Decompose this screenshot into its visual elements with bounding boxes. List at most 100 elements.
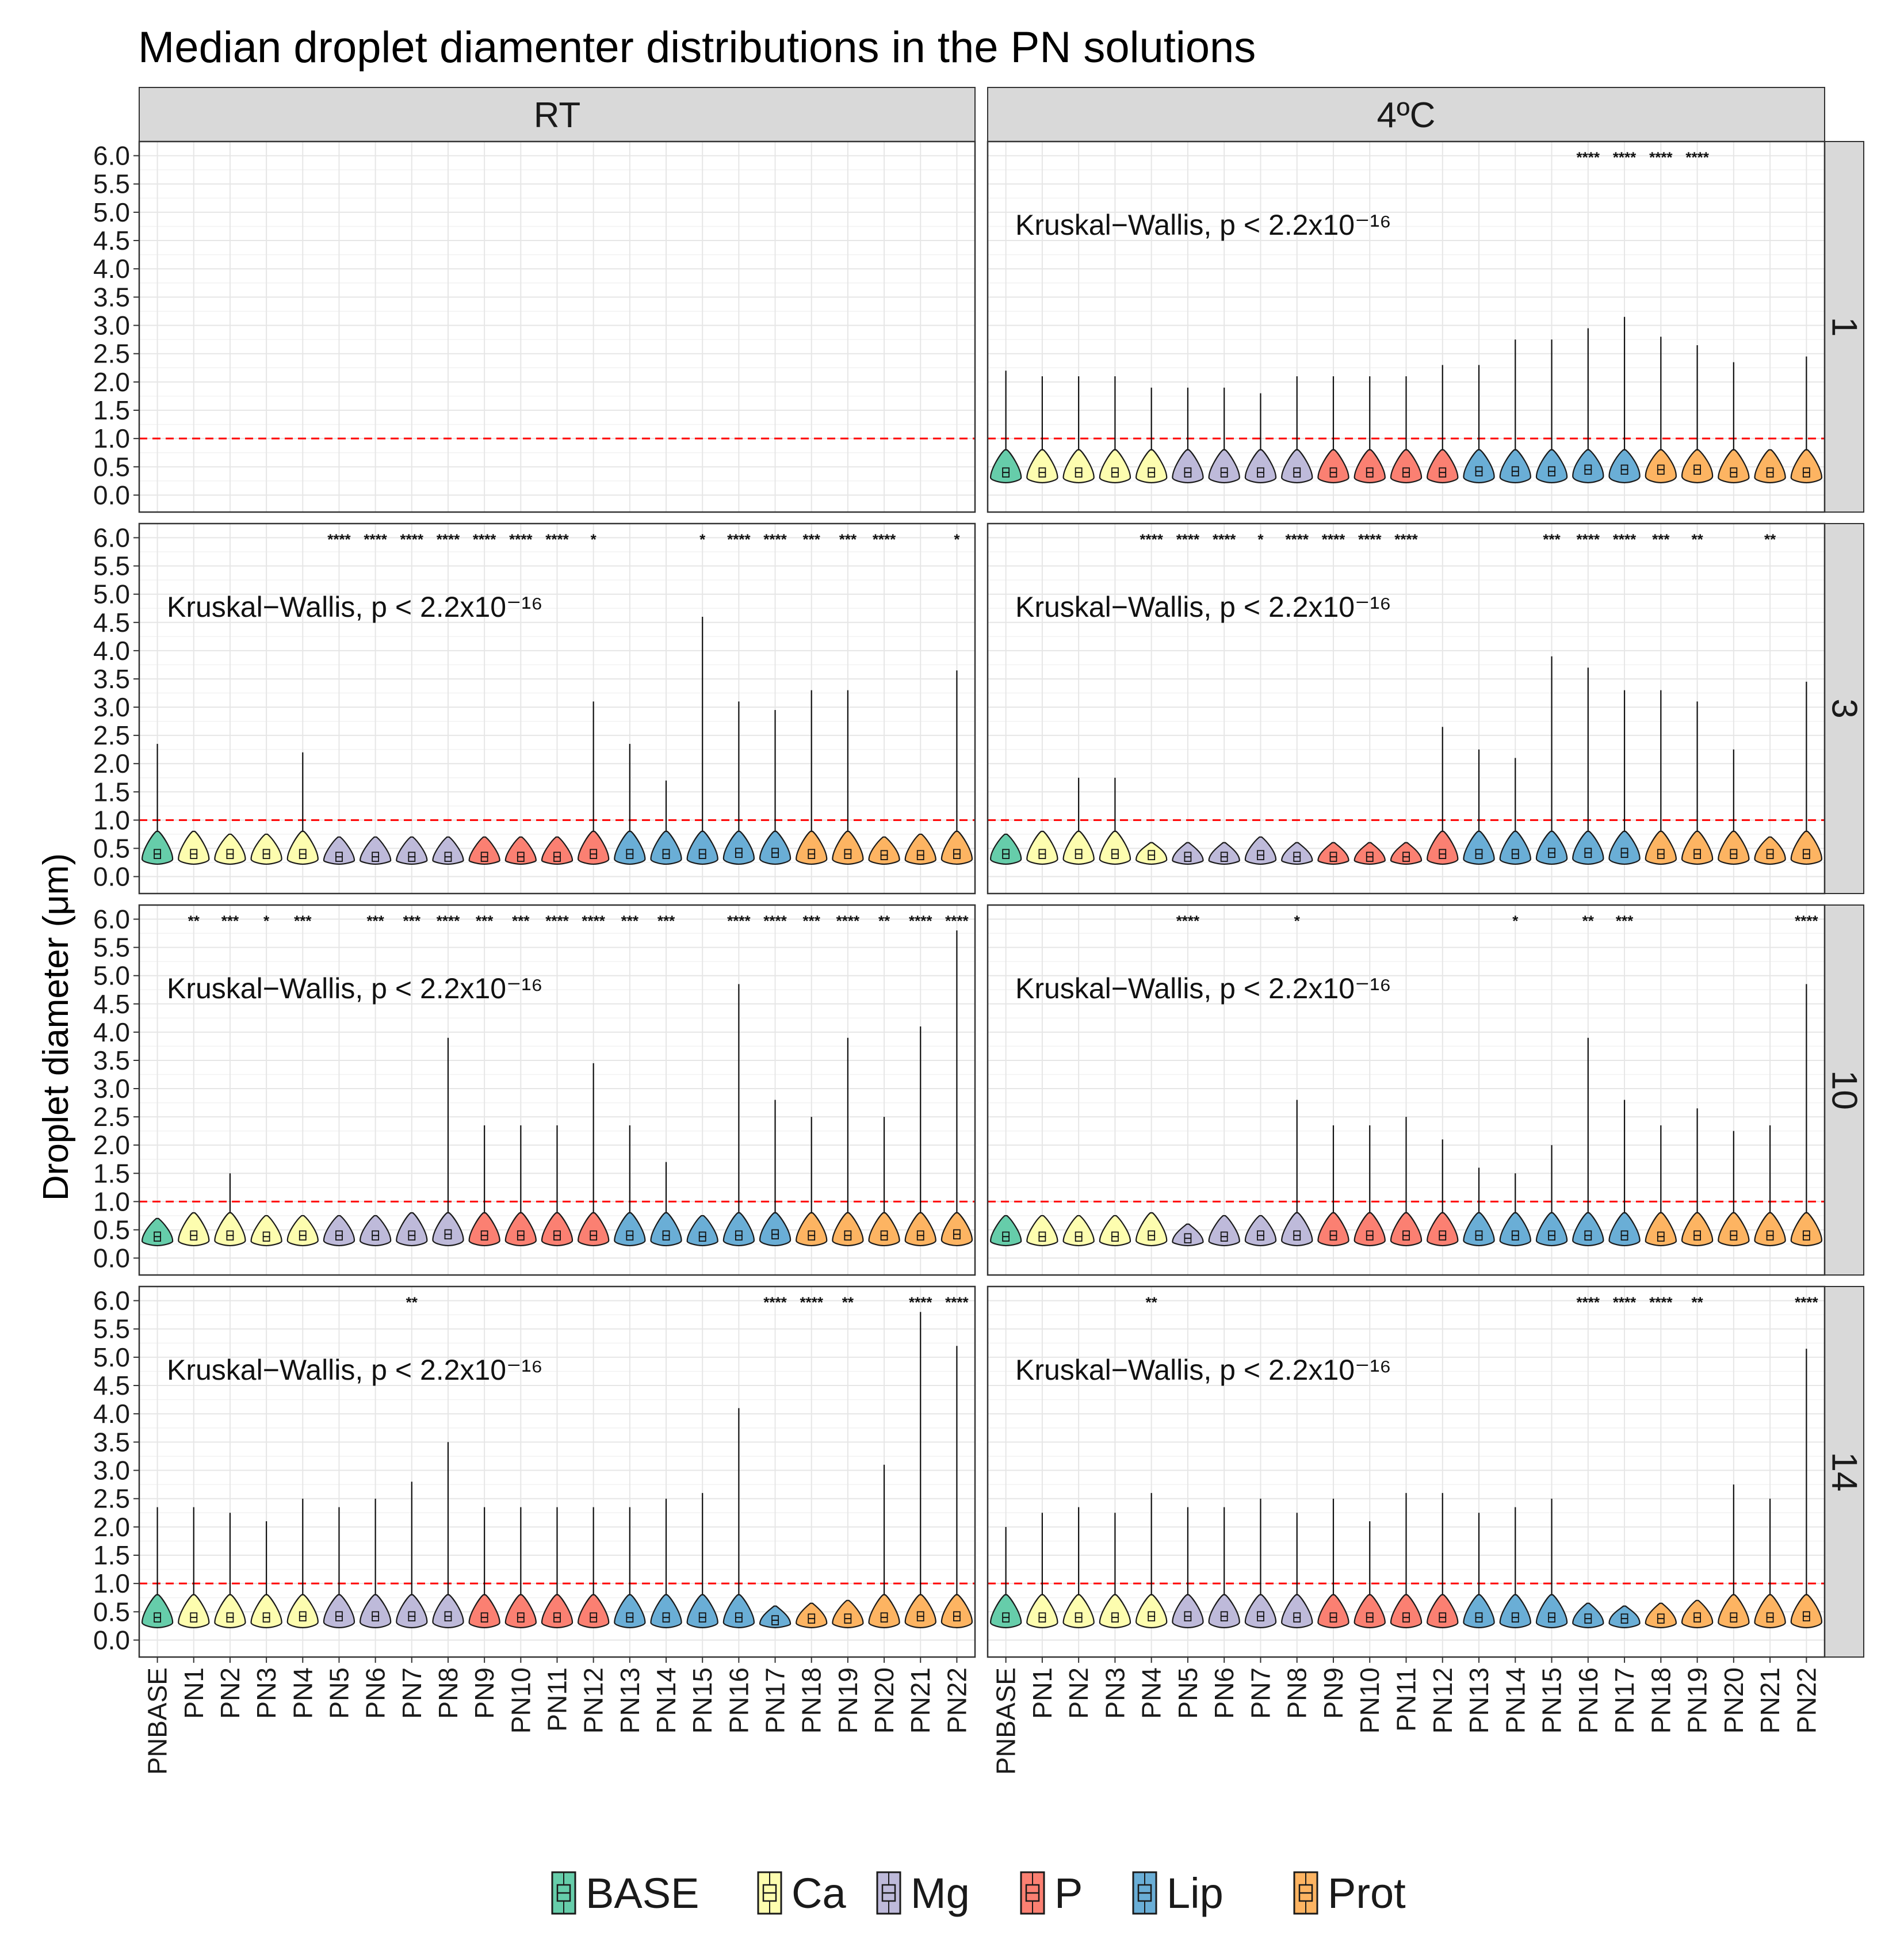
violin-PN15 <box>1535 1145 1568 1247</box>
violin-PN4 <box>1135 1492 1168 1628</box>
violin-PN12 <box>1427 365 1459 483</box>
violin-PN8 <box>1281 842 1313 865</box>
violin-body <box>1790 1212 1823 1247</box>
violin-body <box>432 1212 464 1247</box>
significance-label: *** <box>839 530 857 548</box>
significance-label: **** <box>1176 530 1200 548</box>
violin-body <box>1427 449 1459 483</box>
x-tick-label: PN10 <box>506 1667 536 1734</box>
violin-PN10 <box>1354 842 1386 865</box>
x-tick-label: PN4 <box>1137 1667 1167 1719</box>
significance-label: * <box>699 530 706 548</box>
violin-PN5 <box>323 836 355 865</box>
violin-PN11 <box>541 1125 574 1247</box>
violin-body <box>178 1594 210 1628</box>
violin-body <box>468 836 500 865</box>
violin-body <box>1281 449 1313 483</box>
significance-label: ** <box>1764 530 1776 548</box>
legend-item-Mg: Mg <box>876 1869 970 1917</box>
violin-PN7 <box>1244 836 1277 865</box>
violin-PN21 <box>1754 1498 1786 1628</box>
violin-body <box>541 1212 574 1247</box>
facet-panels: **** **** **** ****Kruskal−Wallis, p < 2.2x… <box>138 140 1826 1658</box>
violin-PN3 <box>1099 777 1131 865</box>
violin-PN9 <box>1317 376 1349 483</box>
x-tick-label: PN14 <box>1500 1667 1530 1734</box>
legend-item-Prot: Prot <box>1293 1869 1406 1917</box>
violin-PN20 <box>1718 1131 1750 1247</box>
row-strip <box>1824 141 1864 513</box>
violin-PN19 <box>1681 1108 1714 1247</box>
legend-item-Lip: Lip <box>1132 1869 1224 1917</box>
violin-body <box>541 836 574 865</box>
violin-PN13 <box>614 1125 646 1247</box>
violin-PN14 <box>650 1498 682 1628</box>
significance-label: **** <box>1613 148 1637 166</box>
violin-PN21 <box>1754 1125 1786 1247</box>
y-tick-label: 1.5 <box>93 777 130 807</box>
violin-PN21 <box>1754 836 1786 865</box>
significance-label: **** <box>1795 912 1818 929</box>
violin-PN13 <box>1463 1513 1495 1628</box>
x-tick-label: PN12 <box>1428 1667 1458 1734</box>
violin-PN12 <box>578 1507 610 1628</box>
violin-PN4 <box>1135 1212 1168 1247</box>
violin-body <box>504 1594 537 1628</box>
violin-body <box>1718 830 1750 865</box>
violin-body <box>1790 830 1823 865</box>
violin-body <box>1135 449 1168 483</box>
violin-PN21 <box>904 1026 936 1247</box>
violin-PN18 <box>1645 690 1677 865</box>
violin-body <box>504 1212 537 1247</box>
violin-body <box>1208 449 1240 483</box>
panel-border <box>138 522 976 895</box>
violin-PN9 <box>468 1125 500 1247</box>
column-strip <box>139 87 976 142</box>
violin-body <box>1499 830 1531 865</box>
significance-label: *** <box>221 912 239 929</box>
facet-panel: ********************Kruskal−Wallis, p < … <box>987 1285 1826 1658</box>
x-tick-label: PN22 <box>942 1667 972 1734</box>
y-tick-label: 5.0 <box>93 579 130 609</box>
violin-PN2 <box>1062 777 1095 865</box>
violin-body <box>1208 1215 1240 1247</box>
significance-label: **** <box>763 1293 787 1311</box>
x-tick-label: PN3 <box>251 1667 281 1719</box>
violin-body <box>832 1212 864 1247</box>
significance-label: *** <box>621 912 639 929</box>
violin-PN13 <box>1463 1167 1495 1247</box>
x-tick-label: PN1 <box>179 1667 209 1719</box>
violin-PN17 <box>1608 1605 1641 1628</box>
violin-body <box>323 1594 355 1628</box>
significance-label: ** <box>1582 912 1595 929</box>
significance-label: **** <box>327 530 351 548</box>
violin-body <box>1062 449 1095 483</box>
violin-PN22 <box>1790 681 1823 865</box>
violin-body <box>432 836 464 865</box>
y-tick-label: 0.5 <box>93 1215 130 1245</box>
violin-PN10 <box>504 1125 537 1247</box>
violin-PN20 <box>868 836 900 865</box>
violin-body <box>1390 449 1423 483</box>
significance-label: * <box>591 530 597 548</box>
significance-label: *** <box>1652 530 1670 548</box>
y-tick-label: 0.0 <box>93 862 130 892</box>
y-tick-label: 0.5 <box>93 452 130 482</box>
violin-body <box>1172 449 1204 483</box>
violin-PN15 <box>1535 656 1568 865</box>
y-tick-label: 2.0 <box>93 749 130 778</box>
violin-PNBASE <box>989 1526 1022 1628</box>
violin-body <box>1317 1212 1349 1247</box>
violin-body <box>359 836 392 865</box>
violin-body <box>650 830 682 865</box>
violin-PN19 <box>1681 345 1714 483</box>
row-strip-label: 3 <box>1825 698 1864 718</box>
violin-PN22 <box>1790 356 1823 483</box>
x-tick-label: PN9 <box>1318 1667 1348 1719</box>
violin-PN20 <box>868 1464 900 1628</box>
x-tick-label: PN2 <box>215 1667 245 1719</box>
x-tick-label: PN16 <box>1573 1667 1603 1734</box>
violin-PN2 <box>214 1173 246 1247</box>
violin-PN18 <box>1645 337 1677 483</box>
y-tick-label: 1.0 <box>93 423 130 453</box>
